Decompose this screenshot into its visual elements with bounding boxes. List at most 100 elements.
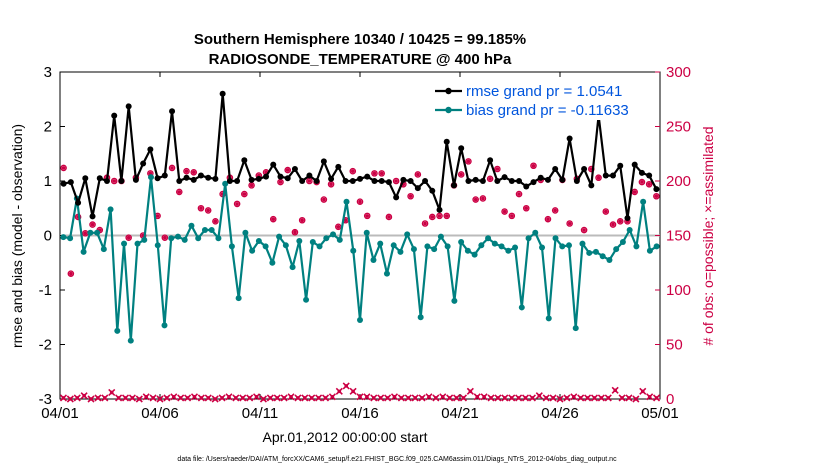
obs-assimilated-fill — [523, 396, 528, 400]
bias-point — [161, 322, 168, 329]
obs-assimilated-fill — [151, 396, 155, 400]
obs-possible-fill — [459, 172, 464, 177]
obs-possible-fill — [647, 182, 651, 187]
rmse-point — [357, 175, 363, 182]
obs-possible-fill — [235, 202, 239, 206]
obs-possible-point — [320, 196, 328, 203]
bias-point — [330, 231, 337, 238]
obs-assimilated-fill — [468, 389, 473, 394]
obs-possible-fill — [285, 168, 290, 172]
obs-assimilated-fill — [240, 396, 245, 400]
obs-possible-fill — [473, 197, 478, 202]
obs-possible-point — [551, 207, 559, 214]
obs-possible-fill — [394, 179, 398, 183]
obs-possible-fill — [206, 208, 210, 213]
bias-point — [444, 243, 451, 250]
rmse-point — [248, 176, 255, 183]
obs-assimilated-fill — [599, 396, 604, 400]
obs-possible-fill — [249, 183, 254, 188]
obs-possible-fill — [90, 222, 95, 227]
obs-assimilated-fill — [627, 396, 631, 400]
obs-possible-point — [371, 170, 378, 177]
legend-box — [430, 78, 655, 120]
rmse-point — [385, 179, 392, 186]
rmse-point — [523, 183, 530, 190]
obs-assimilated-fill — [68, 397, 73, 401]
legend-bias-label: bias grand pr = -0.11633 — [466, 102, 629, 119]
bias-point — [195, 235, 202, 242]
obs-possible-fill — [191, 170, 196, 175]
obs-assimilated-fill — [89, 397, 93, 401]
bias-point — [121, 240, 128, 247]
obs-assimilated-fill — [592, 396, 597, 400]
obs-possible-point — [595, 174, 602, 182]
bias-point — [370, 257, 377, 264]
rmse-point — [205, 174, 212, 181]
obs-assimilated-fill — [606, 396, 611, 400]
obs-assimilated-fill — [220, 396, 224, 400]
bias-point — [633, 243, 640, 250]
rmse-point — [638, 169, 645, 176]
rmse-point — [443, 138, 450, 145]
obs-assimilated-fill — [385, 396, 390, 400]
obs-assimilated-fill — [61, 396, 66, 400]
rmse-point — [118, 178, 125, 184]
bias-point — [572, 325, 579, 332]
rmse-point — [306, 172, 313, 179]
obs-possible-fill — [307, 179, 312, 183]
obs-possible-fill — [83, 231, 88, 236]
data-file-footer: data file: /Users/raeder/DAI/ATM_forcXX/… — [177, 456, 617, 463]
obs-assimilated-fill — [158, 397, 162, 401]
y-axis-label-left: rmse and bias (model - observation) — [9, 124, 25, 348]
obs-possible-point — [501, 208, 508, 215]
bias-point — [350, 247, 357, 254]
rmse-point — [371, 178, 378, 184]
rmse-point — [450, 182, 457, 189]
obs-assimilated-fill — [516, 396, 521, 400]
obs-possible-fill — [444, 214, 449, 218]
bias-point — [100, 246, 107, 253]
obs-possible-point — [392, 177, 400, 185]
obs-possible-fill — [278, 180, 283, 184]
rmse-point — [75, 199, 82, 206]
bias-point — [646, 247, 653, 254]
obs-possible-point — [428, 213, 436, 221]
obs-assimilated-fill — [109, 390, 114, 395]
rmse-point — [364, 173, 371, 180]
bias-point — [215, 235, 222, 242]
rmse-point — [436, 206, 443, 213]
rmse-point — [132, 176, 139, 183]
bias-series-layer — [60, 174, 660, 344]
obs-count-layer — [59, 158, 661, 403]
bias-point — [518, 304, 525, 311]
obs-possible-point — [616, 218, 624, 225]
x-tick-label: 05/01 — [641, 405, 679, 422]
rmse-point — [429, 187, 436, 194]
bias-point — [303, 296, 310, 303]
obs-assimilated-fill — [620, 396, 624, 400]
obs-possible-point — [414, 171, 422, 178]
obs-possible-fill — [372, 171, 377, 176]
rmse-point — [458, 145, 465, 152]
obs-possible-fill — [343, 218, 348, 223]
obs-assimilated-fill — [461, 396, 466, 400]
bias-point — [545, 315, 552, 322]
rmse-point — [299, 178, 306, 184]
obs-assimilated-fill — [75, 396, 80, 400]
rmse-point — [241, 157, 248, 164]
rmse-point — [60, 180, 67, 187]
obs-assimilated-fill — [454, 396, 459, 400]
rmse-point — [67, 179, 74, 186]
obs-possible-fill — [640, 180, 644, 184]
bias-point — [377, 240, 384, 247]
bias-point — [491, 240, 498, 247]
obs-possible-point — [190, 168, 198, 176]
y-tick-label-left: -2 — [39, 337, 52, 354]
y-tick-label-left: 3 — [44, 64, 52, 81]
rmse-point — [320, 158, 327, 165]
bias-point — [498, 243, 505, 250]
rmse-point — [588, 182, 595, 189]
rmse-point — [154, 175, 161, 182]
bias-point — [397, 248, 404, 255]
